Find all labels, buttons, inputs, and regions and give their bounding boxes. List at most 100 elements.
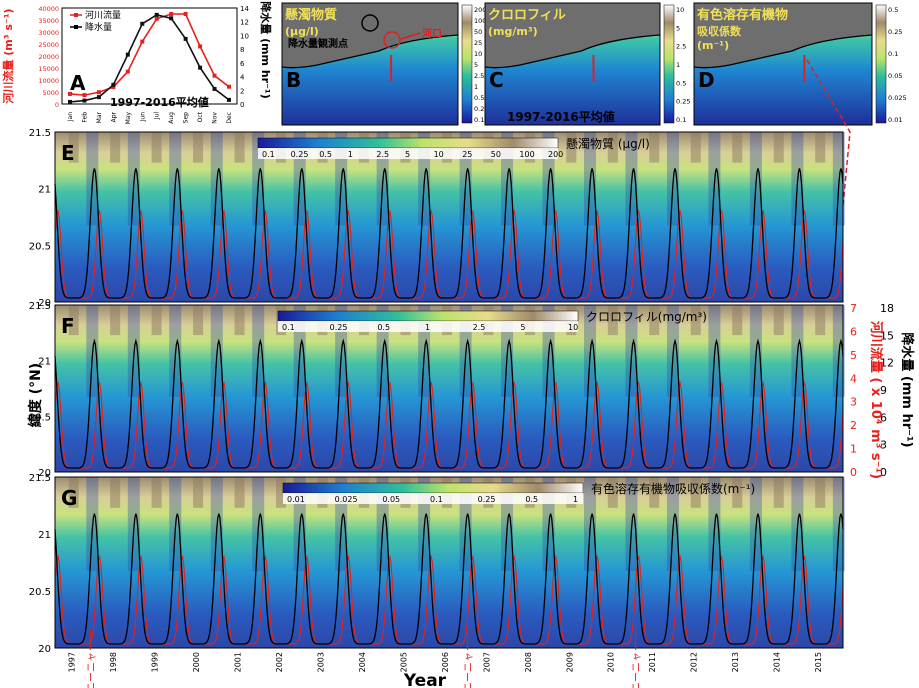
left-tick-label: 30000 — [38, 29, 59, 37]
month-tick-label: Feb — [81, 112, 88, 123]
river-flow-point — [154, 16, 159, 21]
year-tick-label: 1998 — [109, 652, 118, 672]
rainfall-point — [198, 65, 203, 70]
river-tick-label: 5 — [850, 349, 857, 362]
hov-stripe — [649, 132, 660, 163]
hov-colorbar-tick: 10 — [434, 150, 444, 159]
map-colorbar-tick: 0.05 — [888, 72, 902, 80]
map-colorbar-tick: 0.1 — [474, 116, 484, 124]
map-colorbar-tick: 100 — [474, 17, 486, 25]
lat-tick-label: 20.5 — [29, 412, 51, 423]
panel-letter: C — [489, 68, 504, 92]
hov-stripe — [193, 305, 204, 336]
hov-stripe — [732, 132, 743, 163]
river-tick-label: 7 — [850, 302, 857, 315]
hov-stripe — [773, 477, 784, 508]
hov-stripe — [68, 477, 79, 508]
legend-rain-marker — [74, 25, 78, 29]
map-unit: (μg/l) — [285, 25, 319, 38]
year-tick-label: 2013 — [731, 652, 740, 672]
river-flow-point — [212, 73, 217, 78]
river-flow-point — [96, 90, 101, 95]
hov-stripe — [690, 132, 701, 163]
month-tick-label: Jul — [154, 112, 161, 121]
hov-colorbar-bg — [283, 493, 583, 504]
hov-stripe — [234, 305, 245, 336]
lat-tick-label: 20.5 — [29, 241, 51, 252]
hov-frame — [54, 304, 844, 473]
hov-stripe — [110, 305, 121, 336]
event-label: ラニーニャ — [631, 652, 643, 688]
left-tick-label: 35000 — [38, 17, 59, 25]
year-tick-label: 1999 — [151, 652, 160, 672]
hov-rain-line — [54, 168, 844, 299]
hov-stripe — [234, 477, 245, 508]
year-tick-label: 2015 — [814, 652, 823, 672]
left-tick-label: 15000 — [38, 65, 59, 73]
river-tick-label: 0 — [850, 466, 857, 479]
hov-stripe — [193, 132, 204, 163]
year-tick-label: 2000 — [192, 652, 201, 672]
rain-tick-label: 15 — [880, 329, 894, 342]
hov-stripe — [815, 132, 826, 163]
year-tick-label: 1997 — [68, 652, 77, 672]
lat-tick-label: 20 — [38, 298, 51, 309]
hov-stripe — [773, 132, 784, 163]
map-land — [485, 3, 660, 68]
event-label: ラニーニャ — [85, 652, 97, 688]
hov-colorbar-tick: 0.25 — [291, 150, 309, 159]
river-flow-point — [198, 44, 203, 49]
rain-tick-label: 18 — [880, 302, 894, 315]
hov-stripe — [690, 305, 701, 336]
rainfall-point — [212, 86, 217, 91]
month-tick-label: Aug — [168, 112, 175, 124]
rainfall-point — [154, 12, 159, 17]
hov-stripe — [607, 477, 618, 508]
year-tick-label: 2005 — [399, 652, 408, 672]
map-unit-2: (m⁻¹) — [697, 39, 729, 52]
hov-title: 懸濁物質 (μg/l) — [566, 136, 650, 151]
river-tick-label: 1 — [850, 443, 857, 456]
rainfall-point — [96, 95, 101, 100]
map-frame — [281, 2, 459, 126]
river-flow-point — [82, 93, 87, 98]
year-tick-label: 2003 — [316, 652, 325, 672]
station-marker — [361, 14, 379, 32]
map-colorbar-tick: 25 — [474, 39, 482, 47]
hov-stripe — [234, 132, 245, 163]
month-tick-label: Sep — [183, 112, 190, 124]
year-tick-label: 2008 — [524, 652, 533, 672]
river-axis-label: 河川流量 ( x 10⁴ m³ s⁻¹) — [868, 321, 884, 479]
hov-colorbar-tick: 0.5 — [525, 495, 538, 504]
map-bottom-note: 1997-2016平均値 — [507, 109, 615, 124]
hov-stripe — [732, 477, 743, 508]
lat-tick-label: 20 — [38, 644, 51, 655]
right-tick-label: 14 — [240, 5, 249, 13]
right-tick-label: 4 — [240, 74, 245, 82]
hov-colorbar-tick: 50 — [491, 150, 501, 159]
lat-tick-label: 20.5 — [29, 587, 51, 598]
hov-colorbar — [282, 482, 584, 494]
map-colorbar-tick: 2.5 — [676, 43, 686, 51]
hov-colorbar-tick: 0.5 — [319, 150, 332, 159]
year-tick-label: 2012 — [690, 652, 699, 672]
map-colorbar-tick: 50 — [474, 28, 482, 36]
panel-letter-a: A — [70, 71, 86, 95]
month-tick-label: Dec — [226, 112, 233, 124]
river-flow-point — [125, 69, 130, 74]
legend-river-marker — [74, 13, 78, 17]
hov-colorbar-tick: 1 — [573, 495, 578, 504]
hov-stripe — [649, 305, 660, 336]
hov-panel-e: 20 20.5 21 21.5 0.1 0.25 0.5 1 2.5 5 10 25 50 100 200懸… — [29, 128, 845, 309]
hov-colorbar-tick: 10 — [568, 323, 578, 332]
hov-rain-line — [54, 338, 844, 469]
hov-panel-f: 20 20.5 21 21.5 0.1 0.25 0.5 1 2.5 5 10 クロロフィル(mg/m… — [29, 301, 845, 479]
map-colorbar-tick: 10 — [474, 50, 482, 58]
rain-tick-label: 12 — [880, 357, 894, 370]
rainfall-point — [82, 98, 87, 103]
map-unit: 吸収係数 — [697, 24, 742, 38]
month-tick-label: Jun — [139, 112, 146, 123]
left-tick-label: 40000 — [38, 5, 59, 13]
panel-letter: F — [61, 314, 75, 338]
panel-a-ylabel-left: 河川流量 (m³ s⁻¹) — [1, 8, 15, 103]
